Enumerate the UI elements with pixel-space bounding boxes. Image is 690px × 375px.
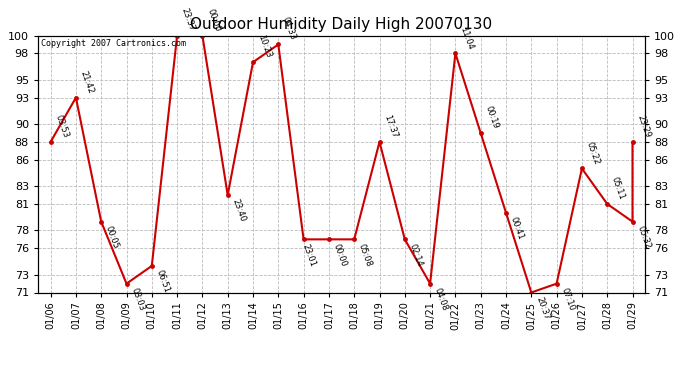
Text: Copyright 2007 Cartronics.com: Copyright 2007 Cartronics.com [41, 39, 186, 48]
Text: 00:05: 00:05 [104, 224, 121, 250]
Text: 11:04: 11:04 [458, 25, 475, 51]
Text: 06:51: 06:51 [155, 269, 171, 294]
Text: 07:10: 07:10 [560, 286, 576, 312]
Text: 23:37: 23:37 [180, 7, 197, 33]
Text: 23:29: 23:29 [635, 114, 652, 139]
Text: 20:37: 20:37 [534, 295, 551, 321]
Text: 05:11: 05:11 [610, 176, 627, 201]
Text: 00:00: 00:00 [205, 8, 221, 33]
Text: 10:23: 10:23 [256, 34, 273, 59]
Title: Outdoor Humidity Daily High 20070130: Outdoor Humidity Daily High 20070130 [190, 16, 493, 32]
Text: 03:03: 03:03 [129, 286, 146, 312]
Text: 03:53: 03:53 [53, 114, 70, 139]
Text: 04:08: 04:08 [433, 286, 449, 312]
Text: 05:08: 05:08 [357, 242, 373, 268]
Text: 23:40: 23:40 [230, 198, 247, 223]
Text: 00:00: 00:00 [332, 242, 348, 267]
Text: 05:22: 05:22 [584, 140, 601, 166]
Text: 05:32: 05:32 [635, 224, 652, 250]
Text: 23:01: 23:01 [301, 242, 317, 268]
Text: 00:41: 00:41 [509, 216, 525, 241]
Text: 00:19: 00:19 [484, 105, 500, 130]
Text: 04:33: 04:33 [281, 16, 298, 42]
Text: 21:42: 21:42 [79, 69, 95, 95]
Text: 17:37: 17:37 [382, 113, 399, 139]
Text: 02:14: 02:14 [408, 242, 424, 267]
